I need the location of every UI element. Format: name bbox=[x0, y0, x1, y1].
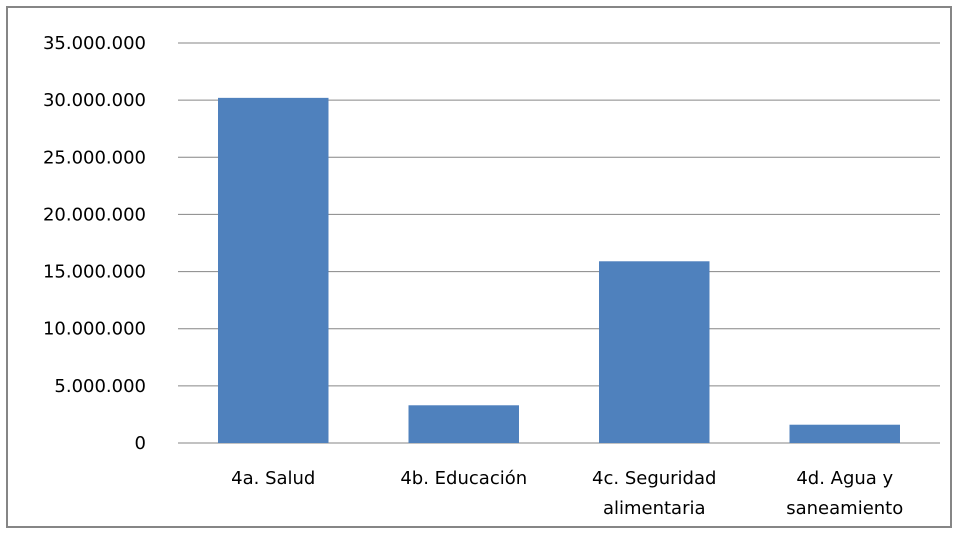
x-tick-label-line: 4d. Agua y bbox=[796, 468, 893, 489]
y-tick-label: 35.000.000 bbox=[43, 33, 146, 54]
y-tick-label: 15.000.000 bbox=[43, 262, 146, 283]
x-tick-label-line: 4a. Salud bbox=[231, 468, 315, 489]
x-tick-label: 4b. Educación bbox=[400, 468, 527, 489]
bar-2 bbox=[408, 405, 519, 443]
bar-3 bbox=[599, 261, 710, 443]
bar-4 bbox=[789, 424, 900, 443]
y-tick-label: 5.000.000 bbox=[54, 376, 146, 397]
x-tick-label: 4a. Salud bbox=[231, 468, 315, 489]
x-tick-label: 4c. Seguridad alimentaria bbox=[592, 468, 716, 519]
y-tick-label: 10.000.000 bbox=[43, 319, 146, 340]
y-tick-label: 0 bbox=[135, 433, 146, 454]
bar-1 bbox=[218, 97, 329, 443]
x-tick-label-line: 4c. Seguridad bbox=[592, 468, 716, 489]
y-tick-label: 30.000.000 bbox=[43, 90, 146, 111]
y-tick-label: 20.000.000 bbox=[43, 204, 146, 225]
y-tick-label: 25.000.000 bbox=[43, 147, 146, 168]
x-tick-label-line: 4b. Educación bbox=[400, 468, 527, 489]
x-tick-label-line: saneamiento bbox=[786, 498, 903, 519]
x-tick-label-line: alimentaria bbox=[603, 498, 706, 519]
x-tick-label: 4d. Agua y saneamiento bbox=[786, 468, 903, 519]
